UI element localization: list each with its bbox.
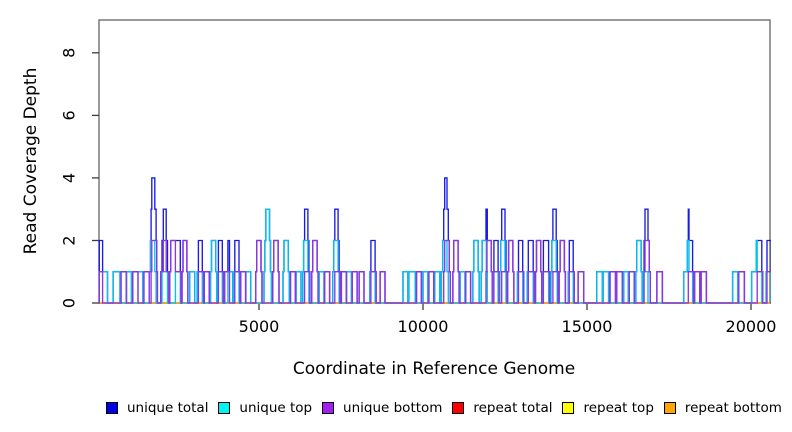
legend-swatch bbox=[452, 402, 464, 414]
plot-legend: unique total unique top unique bottom repea… bbox=[106, 397, 782, 419]
x-axis-title: Coordinate in Reference Genome bbox=[293, 359, 575, 379]
plot-frame bbox=[99, 20, 770, 303]
y-tick-label: 6 bbox=[60, 110, 79, 120]
legend-label: unique total bbox=[127, 400, 208, 416]
series-lines bbox=[99, 178, 772, 303]
x-tick-label: 20000 bbox=[726, 317, 777, 336]
y-tick-label: 0 bbox=[60, 298, 79, 308]
legend-swatch bbox=[664, 402, 676, 414]
y-tick-label: 4 bbox=[60, 173, 79, 183]
coverage-plot: 5000 10000 15000 20000 0 2 4 6 8 Coordinate in R… bbox=[0, 0, 792, 432]
legend-swatch bbox=[106, 402, 118, 414]
legend-item-unique-top: unique top bbox=[218, 400, 312, 416]
series-line-unique-top bbox=[99, 209, 771, 303]
legend-item-unique-bottom: unique bottom bbox=[322, 400, 442, 416]
legend-swatch bbox=[322, 402, 334, 414]
legend-label: repeat bottom bbox=[685, 400, 782, 416]
y-tick-label: 8 bbox=[60, 48, 79, 58]
legend-label: repeat total bbox=[473, 400, 552, 416]
legend-swatch bbox=[562, 402, 574, 414]
legend-item-repeat-total: repeat total bbox=[452, 400, 552, 416]
legend-item-repeat-bottom: repeat bottom bbox=[664, 400, 782, 416]
legend-label: unique top bbox=[239, 400, 312, 416]
series-line-unique-total bbox=[99, 178, 772, 303]
x-tick-label: 5000 bbox=[239, 317, 280, 336]
x-tick-label: 15000 bbox=[562, 317, 613, 336]
legend-label: unique bottom bbox=[343, 400, 442, 416]
x-tick-label: 10000 bbox=[398, 317, 449, 336]
legend-label: repeat top bbox=[583, 400, 653, 416]
coverage-figure: 5000 10000 15000 20000 0 2 4 6 8 Coordinate in R… bbox=[0, 0, 792, 432]
legend-item-unique-total: unique total bbox=[106, 400, 208, 416]
y-tick-label: 2 bbox=[60, 235, 79, 245]
y-axis-title: Read Coverage Depth bbox=[21, 68, 41, 255]
legend-swatch bbox=[218, 402, 230, 414]
legend-item-repeat-top: repeat top bbox=[562, 400, 653, 416]
